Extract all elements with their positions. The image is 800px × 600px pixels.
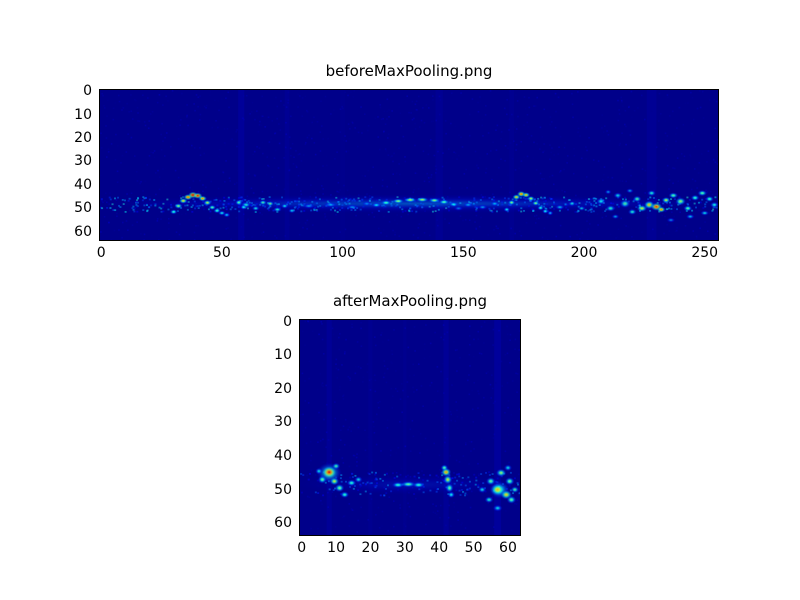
y-tick-label: 0 — [283, 313, 292, 330]
plot-title: beforeMaxPooling.png — [325, 62, 493, 80]
x-tick-label: 20 — [361, 540, 380, 556]
x-tick-label: 10 — [327, 540, 346, 556]
y-tick-label: 20 — [74, 130, 92, 147]
y-tick-label: 60 — [274, 515, 292, 532]
y-tick-label: 50 — [274, 481, 292, 498]
before-maxpooling-plot: beforeMaxPooling.png 0 50 100 150 200 250 0 10 2… — [74, 62, 719, 261]
y-tick-label: 40 — [274, 448, 292, 465]
y-tick-label: 30 — [274, 414, 292, 431]
y-tick-label: 50 — [74, 200, 92, 217]
after-maxpooling-plot: afterMaxPooling.png 0 10 20 30 40 50 60 0 10 20 30… — [274, 292, 521, 556]
x-tick-label: 100 — [329, 245, 356, 261]
y-tick-label: 60 — [74, 223, 92, 240]
x-tick-label: 250 — [691, 245, 719, 261]
x-tick-label: 0 — [96, 245, 106, 261]
x-tick-label: 50 — [212, 245, 231, 261]
plot-title: afterMaxPooling.png — [332, 292, 488, 310]
y-tick-label: 10 — [274, 347, 292, 364]
x-tick-label: 60 — [499, 540, 517, 556]
x-tick-label: 150 — [449, 245, 477, 261]
y-tick-label: 30 — [74, 153, 92, 170]
heatmap-canvas — [99, 89, 719, 241]
x-tick-label: 50 — [464, 540, 483, 556]
y-tick-label: 20 — [274, 380, 292, 397]
x-tick-label: 40 — [430, 540, 449, 556]
y-tick-label: 40 — [74, 176, 92, 193]
x-tick-label: 200 — [570, 245, 598, 261]
heatmap-canvas — [299, 319, 521, 536]
x-tick-label: 30 — [395, 540, 414, 556]
y-tick-label: 10 — [74, 106, 92, 123]
y-tick-label: 0 — [83, 83, 92, 100]
x-tick-label: 0 — [297, 540, 307, 556]
